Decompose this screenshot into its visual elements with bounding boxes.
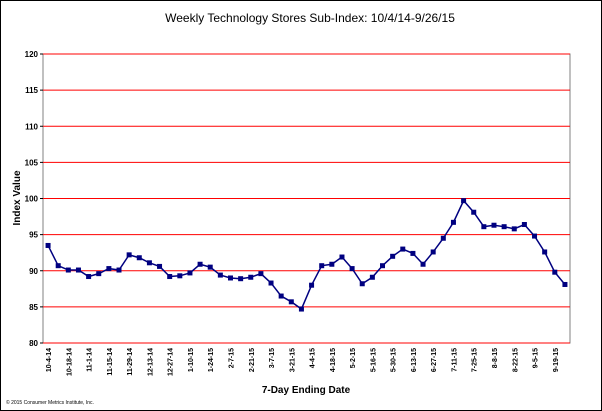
data-point [501,224,507,230]
data-point [552,269,558,275]
data-point [238,276,244,282]
data-point [75,267,81,273]
y-tick-label: 90 [29,267,38,276]
x-axis-label: 7-Day Ending Date [262,385,351,396]
data-point [420,261,426,267]
data-point [400,246,406,252]
x-tick-label: 3-7-15 [269,348,276,368]
data-point [440,235,446,241]
x-tick-label: 7-25-15 [472,348,479,372]
y-tick-label: 100 [25,195,39,204]
data-point [45,242,51,248]
x-tick-label: 12-27-14 [168,348,175,376]
data-point [521,222,527,228]
data-point [227,275,233,281]
data-point [298,306,304,312]
data-point [481,224,487,230]
data-point [248,274,254,280]
chart-title: Weekly Technology Stores Sub-Index: 10/4… [165,11,455,25]
data-point [380,263,386,269]
data-point [96,271,102,277]
data-point [562,281,568,287]
data-point [116,267,122,273]
data-point [146,260,152,266]
x-tick-label: 6-27-15 [431,348,438,372]
x-tick-label: 2-7-15 [228,348,235,368]
data-point [167,274,173,280]
data-point [511,226,517,232]
data-point [410,250,416,256]
data-point [532,233,538,239]
data-point [217,272,223,278]
y-tick-label: 95 [29,231,38,240]
x-tick-label: 11-15-14 [107,348,114,376]
data-point [471,209,477,215]
y-tick-label: 115 [25,86,38,95]
x-tick-label: 4-4-15 [310,348,317,368]
y-tick-label: 110 [25,122,38,131]
data-point [126,252,132,258]
data-point [369,274,375,280]
data-point [450,219,456,225]
data-point [187,270,193,276]
x-tick-label: 4-18-15 [330,348,337,372]
data-point [390,253,396,259]
x-tick-label: 2-21-15 [249,348,256,372]
data-point [288,299,294,305]
data-point [86,274,92,280]
x-tick-label: 8-8-15 [492,348,499,368]
x-tick-label: 10-18-14 [66,348,73,376]
x-tick-label: 5-30-15 [391,348,398,372]
y-axis-label: Index Value [12,170,23,225]
data-point [339,254,345,260]
data-point [349,266,355,272]
x-tick-label: 9-19-15 [553,348,560,372]
data-point [430,249,436,255]
data-point [136,255,142,261]
data-point [65,267,71,273]
data-point [278,293,284,299]
data-point [491,222,497,228]
x-tick-label: 5-2-15 [350,348,357,368]
x-tick-label: 5-16-15 [370,348,377,372]
data-point [177,273,183,279]
data-point [197,261,203,267]
y-tick-label: 80 [29,339,38,348]
x-tick-label: 7-11-15 [451,348,458,372]
x-tick-label: 11-1-14 [87,348,94,372]
x-tick-label: 1-10-15 [188,348,195,372]
x-tick-label: 8-22-15 [512,348,519,372]
x-tick-label: 6-13-15 [411,348,418,372]
footnote: © 2015 Consumer Metrics Institute, Inc. [6,399,94,406]
x-tick-label: 12-13-14 [147,348,154,376]
data-point [157,263,163,269]
data-point [258,271,264,277]
data-point [542,249,548,255]
data-point [207,264,213,270]
x-tick-label: 10-4-14 [46,348,53,372]
data-point [55,263,61,269]
data-point [359,281,365,287]
x-tick-label: 11-29-14 [127,348,134,376]
data-point [461,198,467,204]
x-tick-label: 1-24-15 [208,348,215,372]
data-point [319,263,325,269]
x-tick-label: 3-21-15 [289,348,296,372]
y-tick-label: 105 [25,158,39,167]
data-point [268,280,274,286]
y-tick-label: 120 [25,50,39,59]
series-line [47,199,566,311]
data-point [106,266,112,272]
data-point [309,282,315,288]
data-point [329,261,335,267]
x-tick-label: 9-5-15 [533,348,540,368]
y-tick-label: 85 [29,303,38,312]
